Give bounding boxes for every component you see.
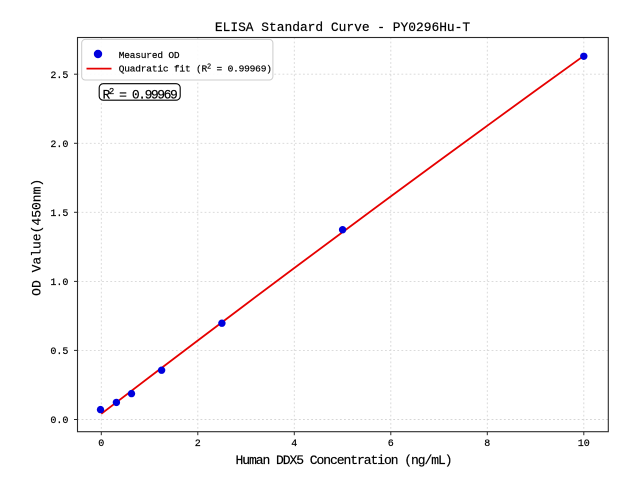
- svg-text:Measured OD: Measured OD: [119, 50, 180, 61]
- svg-text:0: 0: [98, 439, 104, 450]
- svg-text:Human DDX5 Concentration (ng/m: Human DDX5 Concentration (ng/mL): [235, 453, 451, 468]
- svg-text:2.5: 2.5: [50, 71, 68, 82]
- svg-text:2.0: 2.0: [50, 140, 68, 151]
- svg-text:2: 2: [195, 439, 201, 450]
- svg-text:Quadratic fit (R2 = 0.99969): Quadratic fit (R2 = 0.99969): [119, 64, 272, 75]
- svg-text:R2 = 0.99969: R2 = 0.99969: [103, 87, 177, 103]
- svg-text:0.5: 0.5: [50, 347, 68, 358]
- svg-text:8: 8: [484, 439, 490, 450]
- svg-text:ELISA Standard Curve - PY0296H: ELISA Standard Curve - PY0296Hu-T: [215, 20, 471, 35]
- svg-text:OD Value(450nm): OD Value(450nm): [30, 179, 45, 296]
- svg-text:6: 6: [388, 439, 394, 450]
- svg-text:1.0: 1.0: [50, 278, 68, 289]
- svg-text:4: 4: [291, 439, 297, 450]
- svg-text:0.0: 0.0: [50, 416, 68, 427]
- svg-text:1.5: 1.5: [50, 209, 68, 220]
- svg-text:10: 10: [578, 439, 590, 450]
